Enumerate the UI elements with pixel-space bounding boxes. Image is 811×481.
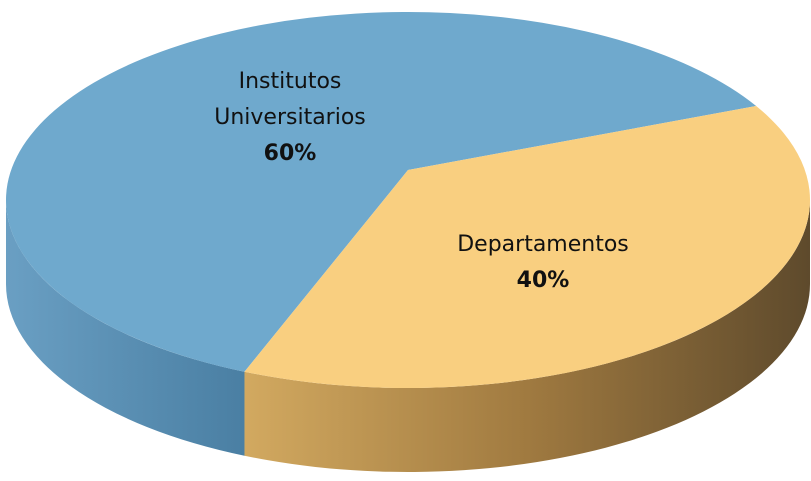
slice-label: Institutos Universitarios 60% bbox=[180, 64, 400, 172]
value-label: 40% bbox=[516, 268, 570, 293]
slice-side bbox=[6, 200, 245, 456]
category-label: Departamentos bbox=[457, 232, 629, 257]
value-label: 60% bbox=[263, 141, 317, 166]
slice bbox=[5, 11, 757, 372]
category-label: Institutos Universitarios bbox=[214, 69, 366, 130]
slice bbox=[244, 106, 810, 388]
slice-side bbox=[244, 200, 810, 472]
slice-label: Departamentos 40% bbox=[423, 227, 663, 299]
